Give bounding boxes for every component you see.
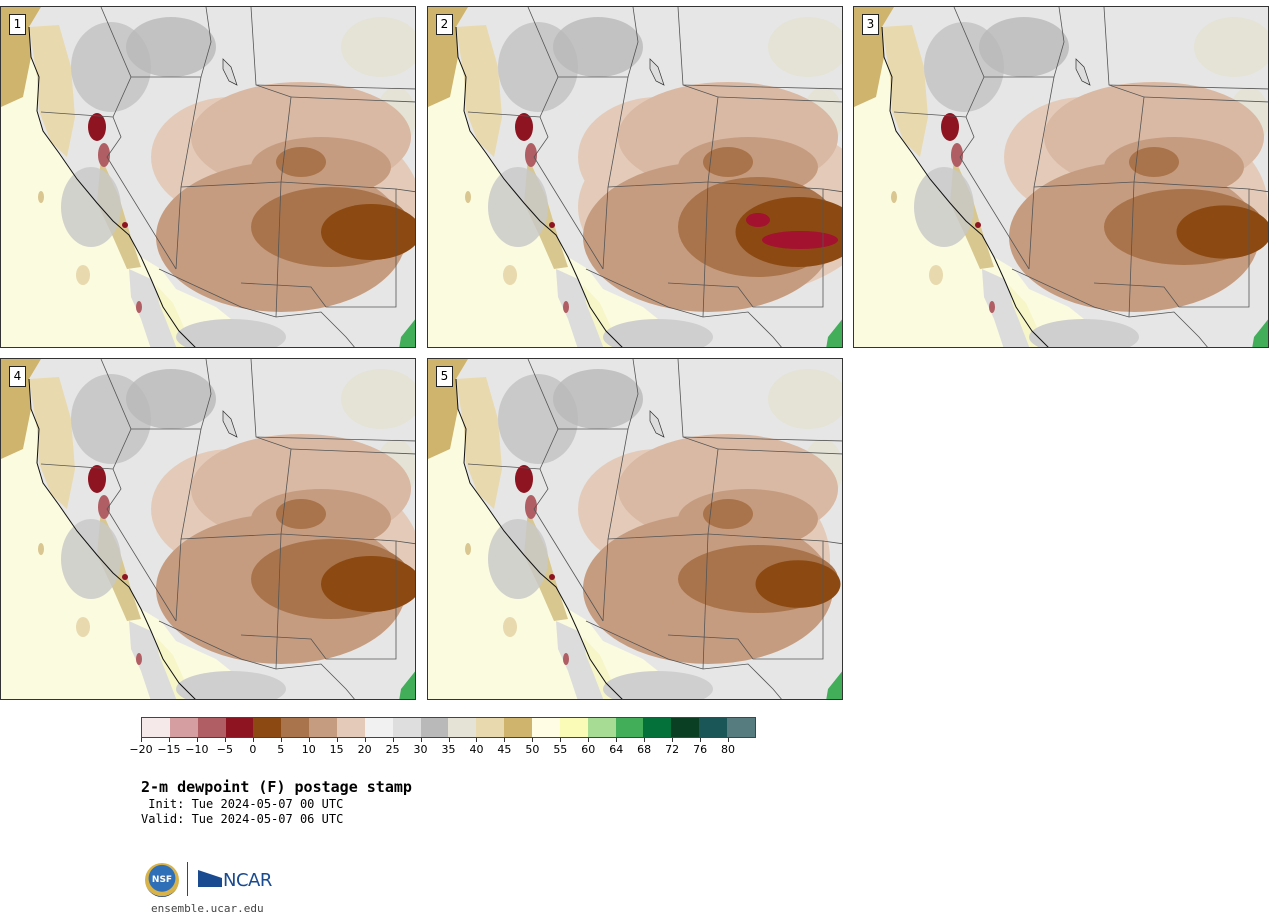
colorbar-tick xyxy=(280,738,282,742)
colorbar-tick-label: 76 xyxy=(693,743,708,756)
colorbar-tick xyxy=(252,738,254,742)
colorbar-swatch xyxy=(643,718,672,737)
colorbar-tick xyxy=(672,738,674,742)
init-time: Init: Tue 2024-05-07 00 UTC xyxy=(141,797,344,811)
colorbar-swatch xyxy=(253,718,282,737)
colorbar-tick-label: 40 xyxy=(469,743,484,756)
site-url: ensemble.ucar.edu xyxy=(151,902,264,915)
colorbar-tick xyxy=(141,738,142,742)
stamp-panel-4: 4 xyxy=(0,358,416,700)
stamp-number: 4 xyxy=(9,366,26,387)
colorbar-tick xyxy=(616,738,618,742)
colorbar-tick xyxy=(448,738,450,742)
colorbar-tick xyxy=(532,738,534,742)
nsf-logo-text: NSF xyxy=(151,875,173,885)
figure-title: 2-m dewpoint (F) postage stamp xyxy=(141,778,412,796)
colorbar-tick xyxy=(420,738,422,742)
colorbar-tick xyxy=(700,738,702,742)
colorbar-tick-label: 68 xyxy=(637,743,652,756)
dewpoint-map xyxy=(1,7,415,347)
colorbar-swatch xyxy=(448,718,477,737)
dewpoint-map xyxy=(428,359,842,699)
colorbar-tick xyxy=(308,738,310,742)
valid-time: Valid: Tue 2024-05-07 06 UTC xyxy=(141,812,344,826)
colorbar-swatch xyxy=(309,718,338,737)
stamp-number: 1 xyxy=(9,14,26,35)
dewpoint-colorbar xyxy=(141,717,756,738)
dewpoint-map xyxy=(854,7,1268,347)
colorbar-tick-label: 50 xyxy=(525,743,540,756)
colorbar-swatch xyxy=(142,718,170,737)
colorbar-tick xyxy=(364,738,366,742)
stamp-panel-2: 2 xyxy=(427,6,843,348)
colorbar-tick xyxy=(168,738,170,742)
logo-divider xyxy=(187,862,188,896)
dewpoint-map xyxy=(428,7,842,347)
colorbar-tick-label: 60 xyxy=(581,743,596,756)
colorbar-tick xyxy=(728,738,730,742)
ncar-mark-icon xyxy=(198,870,222,887)
colorbar-tick-label: 0 xyxy=(249,743,257,756)
colorbar-swatch xyxy=(225,718,254,737)
ncar-logo-text: NCAR xyxy=(223,870,272,891)
colorbar-tick xyxy=(392,738,394,742)
colorbar-swatch xyxy=(727,718,755,737)
colorbar-tick xyxy=(336,738,338,742)
colorbar-swatch xyxy=(169,718,198,737)
stamp-number: 5 xyxy=(436,366,453,387)
colorbar-tick-label: 64 xyxy=(609,743,624,756)
stamp-panel-5: 5 xyxy=(427,358,843,700)
colorbar-swatch xyxy=(559,718,588,737)
colorbar-swatch xyxy=(671,718,700,737)
stamp-panel-1: 1 xyxy=(0,6,416,348)
colorbar-swatch xyxy=(532,718,560,737)
colorbar-tick xyxy=(560,738,562,742)
stamp-number: 3 xyxy=(862,14,879,35)
colorbar-swatch xyxy=(476,718,505,737)
colorbar-tick-label: −15 xyxy=(157,743,181,756)
stamp-number: 2 xyxy=(436,14,453,35)
colorbar-tick-label: 30 xyxy=(413,743,428,756)
colorbar-tick-label: −20 xyxy=(129,743,153,756)
colorbar-tick xyxy=(588,738,590,742)
colorbar-tick-label: 10 xyxy=(301,743,316,756)
colorbar-tick xyxy=(224,738,226,742)
colorbar-swatch xyxy=(615,718,644,737)
colorbar-tick-label: 45 xyxy=(497,743,512,756)
colorbar-tick-label: 55 xyxy=(553,743,568,756)
colorbar-tick-label: −10 xyxy=(185,743,209,756)
colorbar-tick-label: 80 xyxy=(721,743,736,756)
colorbar-tick-label: 72 xyxy=(665,743,680,756)
colorbar-tick-label: −5 xyxy=(216,743,233,756)
colorbar-tick-label: 15 xyxy=(329,743,344,756)
colorbar-tick-label: 5 xyxy=(277,743,285,756)
stamp-panel-3: 3 xyxy=(853,6,1269,348)
colorbar-swatch xyxy=(420,718,449,737)
dewpoint-map xyxy=(1,359,415,699)
colorbar-tick xyxy=(476,738,478,742)
colorbar-tick xyxy=(504,738,506,742)
colorbar-swatch xyxy=(504,718,533,737)
colorbar-tick xyxy=(196,738,198,742)
colorbar-swatch xyxy=(281,718,310,737)
colorbar-swatch xyxy=(392,718,421,737)
colorbar-tick-label: 20 xyxy=(357,743,372,756)
colorbar-swatch xyxy=(337,718,365,737)
colorbar-tick-label: 25 xyxy=(385,743,400,756)
colorbar-swatch xyxy=(699,718,728,737)
colorbar-swatch xyxy=(197,718,226,737)
colorbar-tick-label: 35 xyxy=(441,743,456,756)
colorbar-tick xyxy=(644,738,646,742)
colorbar-swatch xyxy=(587,718,616,737)
nsf-logo: NSF xyxy=(145,863,179,897)
colorbar-swatch xyxy=(364,718,393,737)
